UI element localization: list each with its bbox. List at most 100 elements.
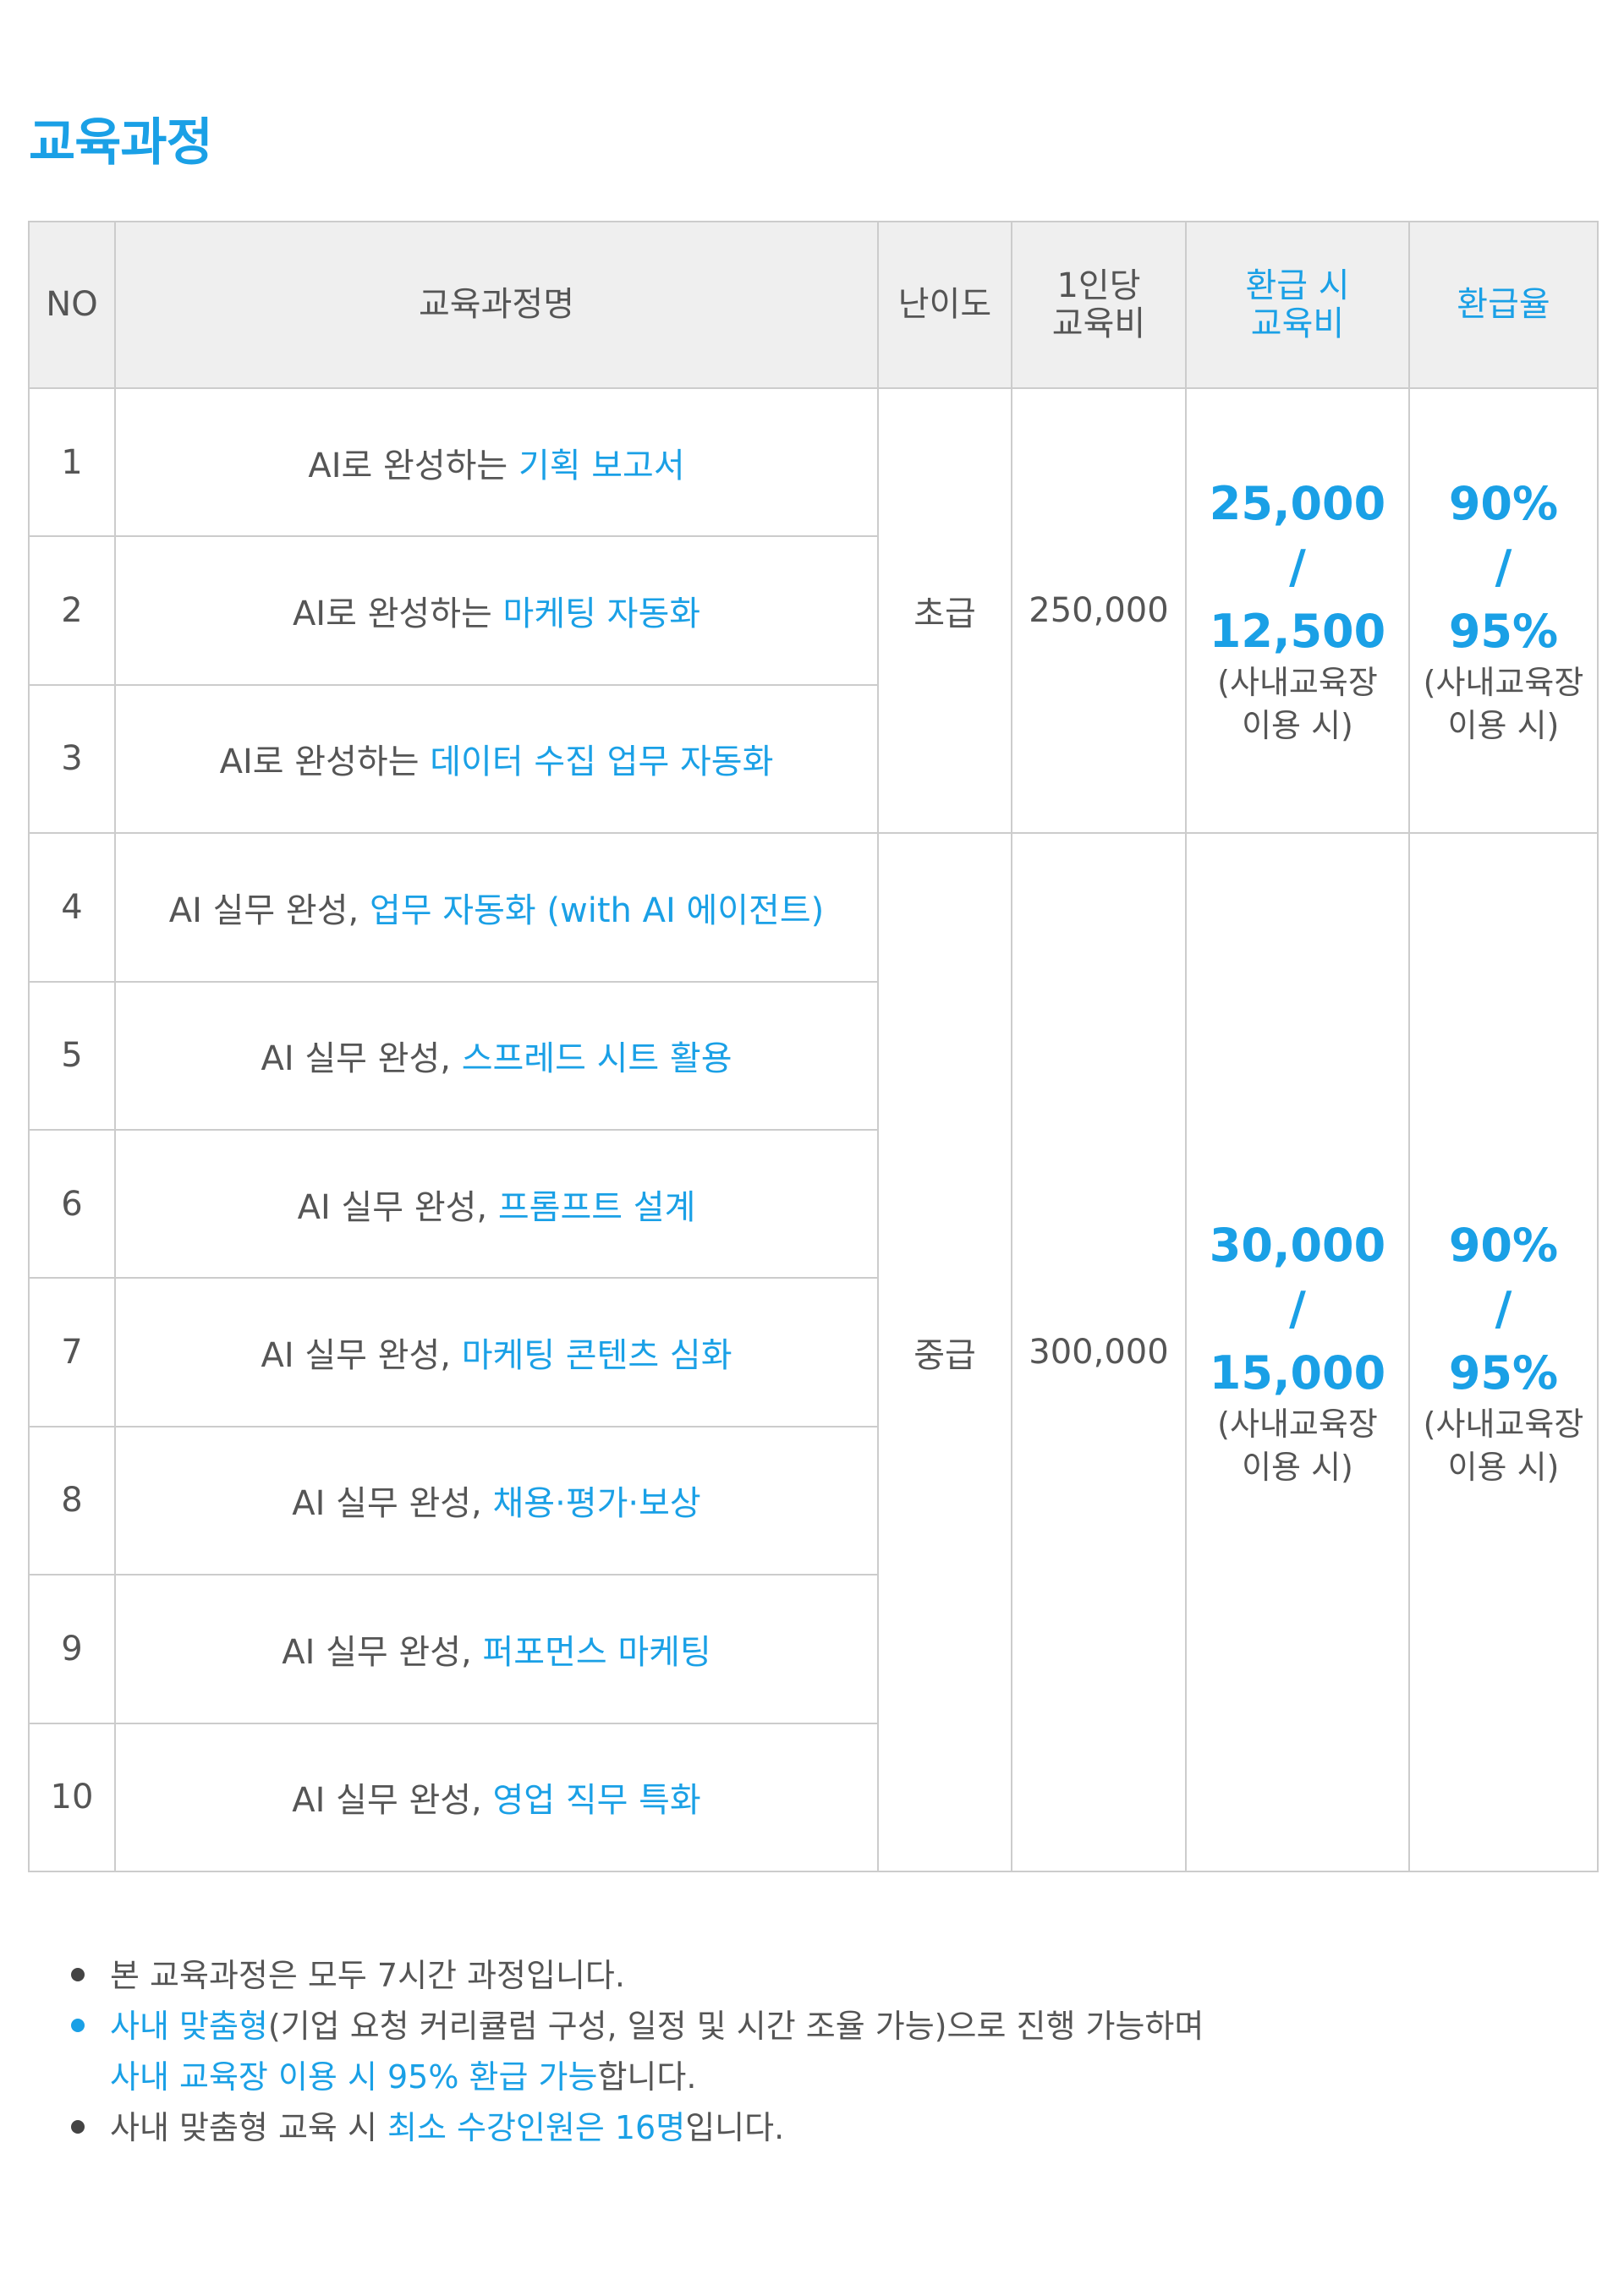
table-row: 2 AI로 완성하는 마케팅 자동화 [28,535,1598,686]
table-row: 10 AI 실무 완성, 영업 직무 특화 [28,1722,1598,1873]
header-no: NO [28,221,116,389]
header-fee-line2: 교육비 [1051,304,1146,343]
refund-fee-in-house: 15,000 [1209,1345,1386,1400]
row-no: 3 [28,683,116,835]
course-topic: 데이터 수집 업무 자동화 [430,743,774,782]
refund-rate-note-line2: 이용 시) [1447,707,1560,745]
row-no: 8 [28,1425,116,1576]
row-no: 10 [28,1722,116,1873]
level-cell: 중급 [877,832,1012,1872]
course-topic: 퍼포먼스 마케팅 [482,1632,711,1672]
row-no: 7 [28,1277,116,1427]
refund-rate-note-line1: (사내교육장 [1423,1406,1584,1444]
page-title: 교육과정 [29,113,213,173]
header-fee: 1인당 교육비 [1011,221,1187,389]
course-name: AI 실무 완성, 스프레드 시트 활용 [114,980,879,1131]
refund-fee-in-house: 12,500 [1209,604,1386,658]
course-topic: 스프레드 시트 활용 [461,1039,732,1079]
course-topic: 프롬프트 설계 [497,1187,696,1227]
course-prefix: AI 실무 완성, [261,1039,462,1079]
notes-list: 본 교육과정은 모두 7시간 과정입니다. 사내 맞춤형(기업 요청 커리큘럼 … [71,1950,1204,2153]
note-text: 본 교육과정은 모두 7시간 과정입니다. [110,1957,625,1994]
course-prefix: AI로 완성하는 [219,743,431,782]
course-name: AI 실무 완성, 업무 자동화 (with AI 에이전트) [114,832,879,983]
course-topic: 업무 자동화 (with AI 에이전트) [369,890,825,930]
level-cell: 초급 [877,386,1012,835]
table-row: 9 AI 실무 완성, 퍼포먼스 마케팅 [28,1574,1598,1724]
refund-fee-cell: 30,000 / 15,000 (사내교육장 이용 시) [1185,832,1410,1872]
bullet-icon [71,2019,85,2032]
course-topic: 기획 보고서 [518,446,685,485]
course-name: AI 실무 완성, 마케팅 콘텐츠 심화 [114,1277,879,1427]
refund-rate-cell: 90% / 95% (사내교육장 이용 시) [1408,386,1599,835]
note-highlight: 최소 수강인원은 16명 [387,2109,686,2146]
course-topic: 영업 직무 특화 [492,1781,701,1821]
course-topic: 마케팅 콘텐츠 심화 [461,1336,732,1376]
fee-cell: 250,000 [1011,386,1187,835]
table-row: 7 AI 실무 완성, 마케팅 콘텐츠 심화 [28,1277,1598,1427]
table-header-row: NO 교육과정명 난이도 1인당 교육비 환급 시 교육비 환급율 [28,221,1599,389]
course-prefix: AI 실무 완성, [292,1484,493,1524]
table-row: 1 AI로 완성하는 기획 보고서 초급 250,000 25,000 / 12… [28,386,1599,835]
fee-cell: 300,000 [1011,832,1187,1872]
header-level: 난이도 [877,221,1012,389]
course-name: AI로 완성하는 마케팅 자동화 [114,535,879,686]
note-highlight: 사내 교육장 이용 시 95% 환급 가능 [110,2058,598,2096]
course-prefix: AI로 완성하는 [308,446,518,485]
note-highlight: 사내 맞춤형 [110,2008,268,2045]
note-text: 사내 맞춤형 교육 시 [110,2109,387,2146]
header-course-name: 교육과정명 [114,221,879,389]
note-text: (기업 요청 커리큘럼 구성, 일정 및 시간 조율 가능)으로 진행 가능하며 [267,2008,1204,2045]
refund-fee-slash: / [1289,1282,1306,1336]
course-prefix: AI 실무 완성, [261,1336,462,1376]
refund-fee-note-line1: (사내교육장 [1217,664,1378,702]
note-item: 본 교육과정은 모두 7시간 과정입니다. [71,1950,1204,2001]
course-topic: 마케팅 자동화 [502,595,701,634]
table-row: 5 AI 실무 완성, 스프레드 시트 활용 [28,980,1598,1131]
course-prefix: AI 실무 완성, [297,1187,498,1227]
header-refund-fee-line2: 교육비 [1250,304,1345,343]
header-refund-fee-line1: 환급 시 [1245,266,1350,305]
note-item: 사내 맞춤형 교육 시 최소 수강인원은 16명입니다. [71,2102,1204,2153]
refund-fee-note-line2: 이용 시) [1242,707,1353,745]
refund-fee-note-line1: (사내교육장 [1217,1406,1378,1444]
row-no: 9 [28,1574,116,1724]
note-text: 입니다. [685,2109,785,2146]
refund-rate-cell: 90% / 95% (사내교육장 이용 시) [1408,832,1599,1872]
course-name: AI로 완성하는 데이터 수집 업무 자동화 [114,683,879,835]
course-name: AI 실무 완성, 채용·평가·보상 [114,1425,879,1576]
refund-rate-value: 90% [1448,1218,1559,1272]
header-refund-rate: 환급율 [1408,221,1599,389]
refund-fee-slash: / [1289,540,1306,595]
refund-fee-amount: 30,000 [1209,1218,1386,1272]
row-no: 2 [28,535,116,686]
note-text: 합니다. [597,2058,697,2096]
row-no: 4 [28,832,116,983]
course-name: AI 실무 완성, 프롬프트 설계 [114,1128,879,1280]
course-topic: 채용·평가·보상 [492,1484,701,1524]
course-prefix: AI 실무 완성, [168,890,370,930]
table-row: 4 AI 실무 완성, 업무 자동화 (with AI 에이전트) 중급 300… [28,832,1599,1872]
course-prefix: AI로 완성하는 [292,595,503,634]
refund-rate-in-house: 95% [1448,1345,1559,1400]
course-name: AI로 완성하는 기획 보고서 [114,386,879,538]
row-no: 6 [28,1128,116,1280]
refund-rate-slash: / [1495,1282,1512,1336]
refund-fee-cell: 25,000 / 12,500 (사내교육장 이용 시) [1185,386,1410,835]
course-name: AI 실무 완성, 퍼포먼스 마케팅 [114,1574,879,1724]
curriculum-table: NO 교육과정명 난이도 1인당 교육비 환급 시 교육비 환급율 1 AI로 … [28,221,1599,1873]
table-row: 6 AI 실무 완성, 프롬프트 설계 [28,1128,1598,1280]
note-item: 사내 맞춤형(기업 요청 커리큘럼 구성, 일정 및 시간 조율 가능)으로 진… [71,2001,1204,2102]
row-no: 5 [28,980,116,1131]
course-name: AI 실무 완성, 영업 직무 특화 [114,1722,879,1873]
course-prefix: AI 실무 완성, [282,1632,483,1672]
refund-rate-value: 90% [1448,476,1559,530]
header-refund-fee: 환급 시 교육비 [1185,221,1410,389]
refund-rate-in-house: 95% [1448,604,1559,658]
refund-rate-slash: / [1495,540,1512,595]
refund-fee-note-line2: 이용 시) [1242,1449,1353,1487]
row-no: 1 [28,386,116,538]
course-prefix: AI 실무 완성, [292,1781,493,1821]
bullet-icon [71,2120,85,2134]
header-fee-line1: 1인당 [1056,266,1141,305]
